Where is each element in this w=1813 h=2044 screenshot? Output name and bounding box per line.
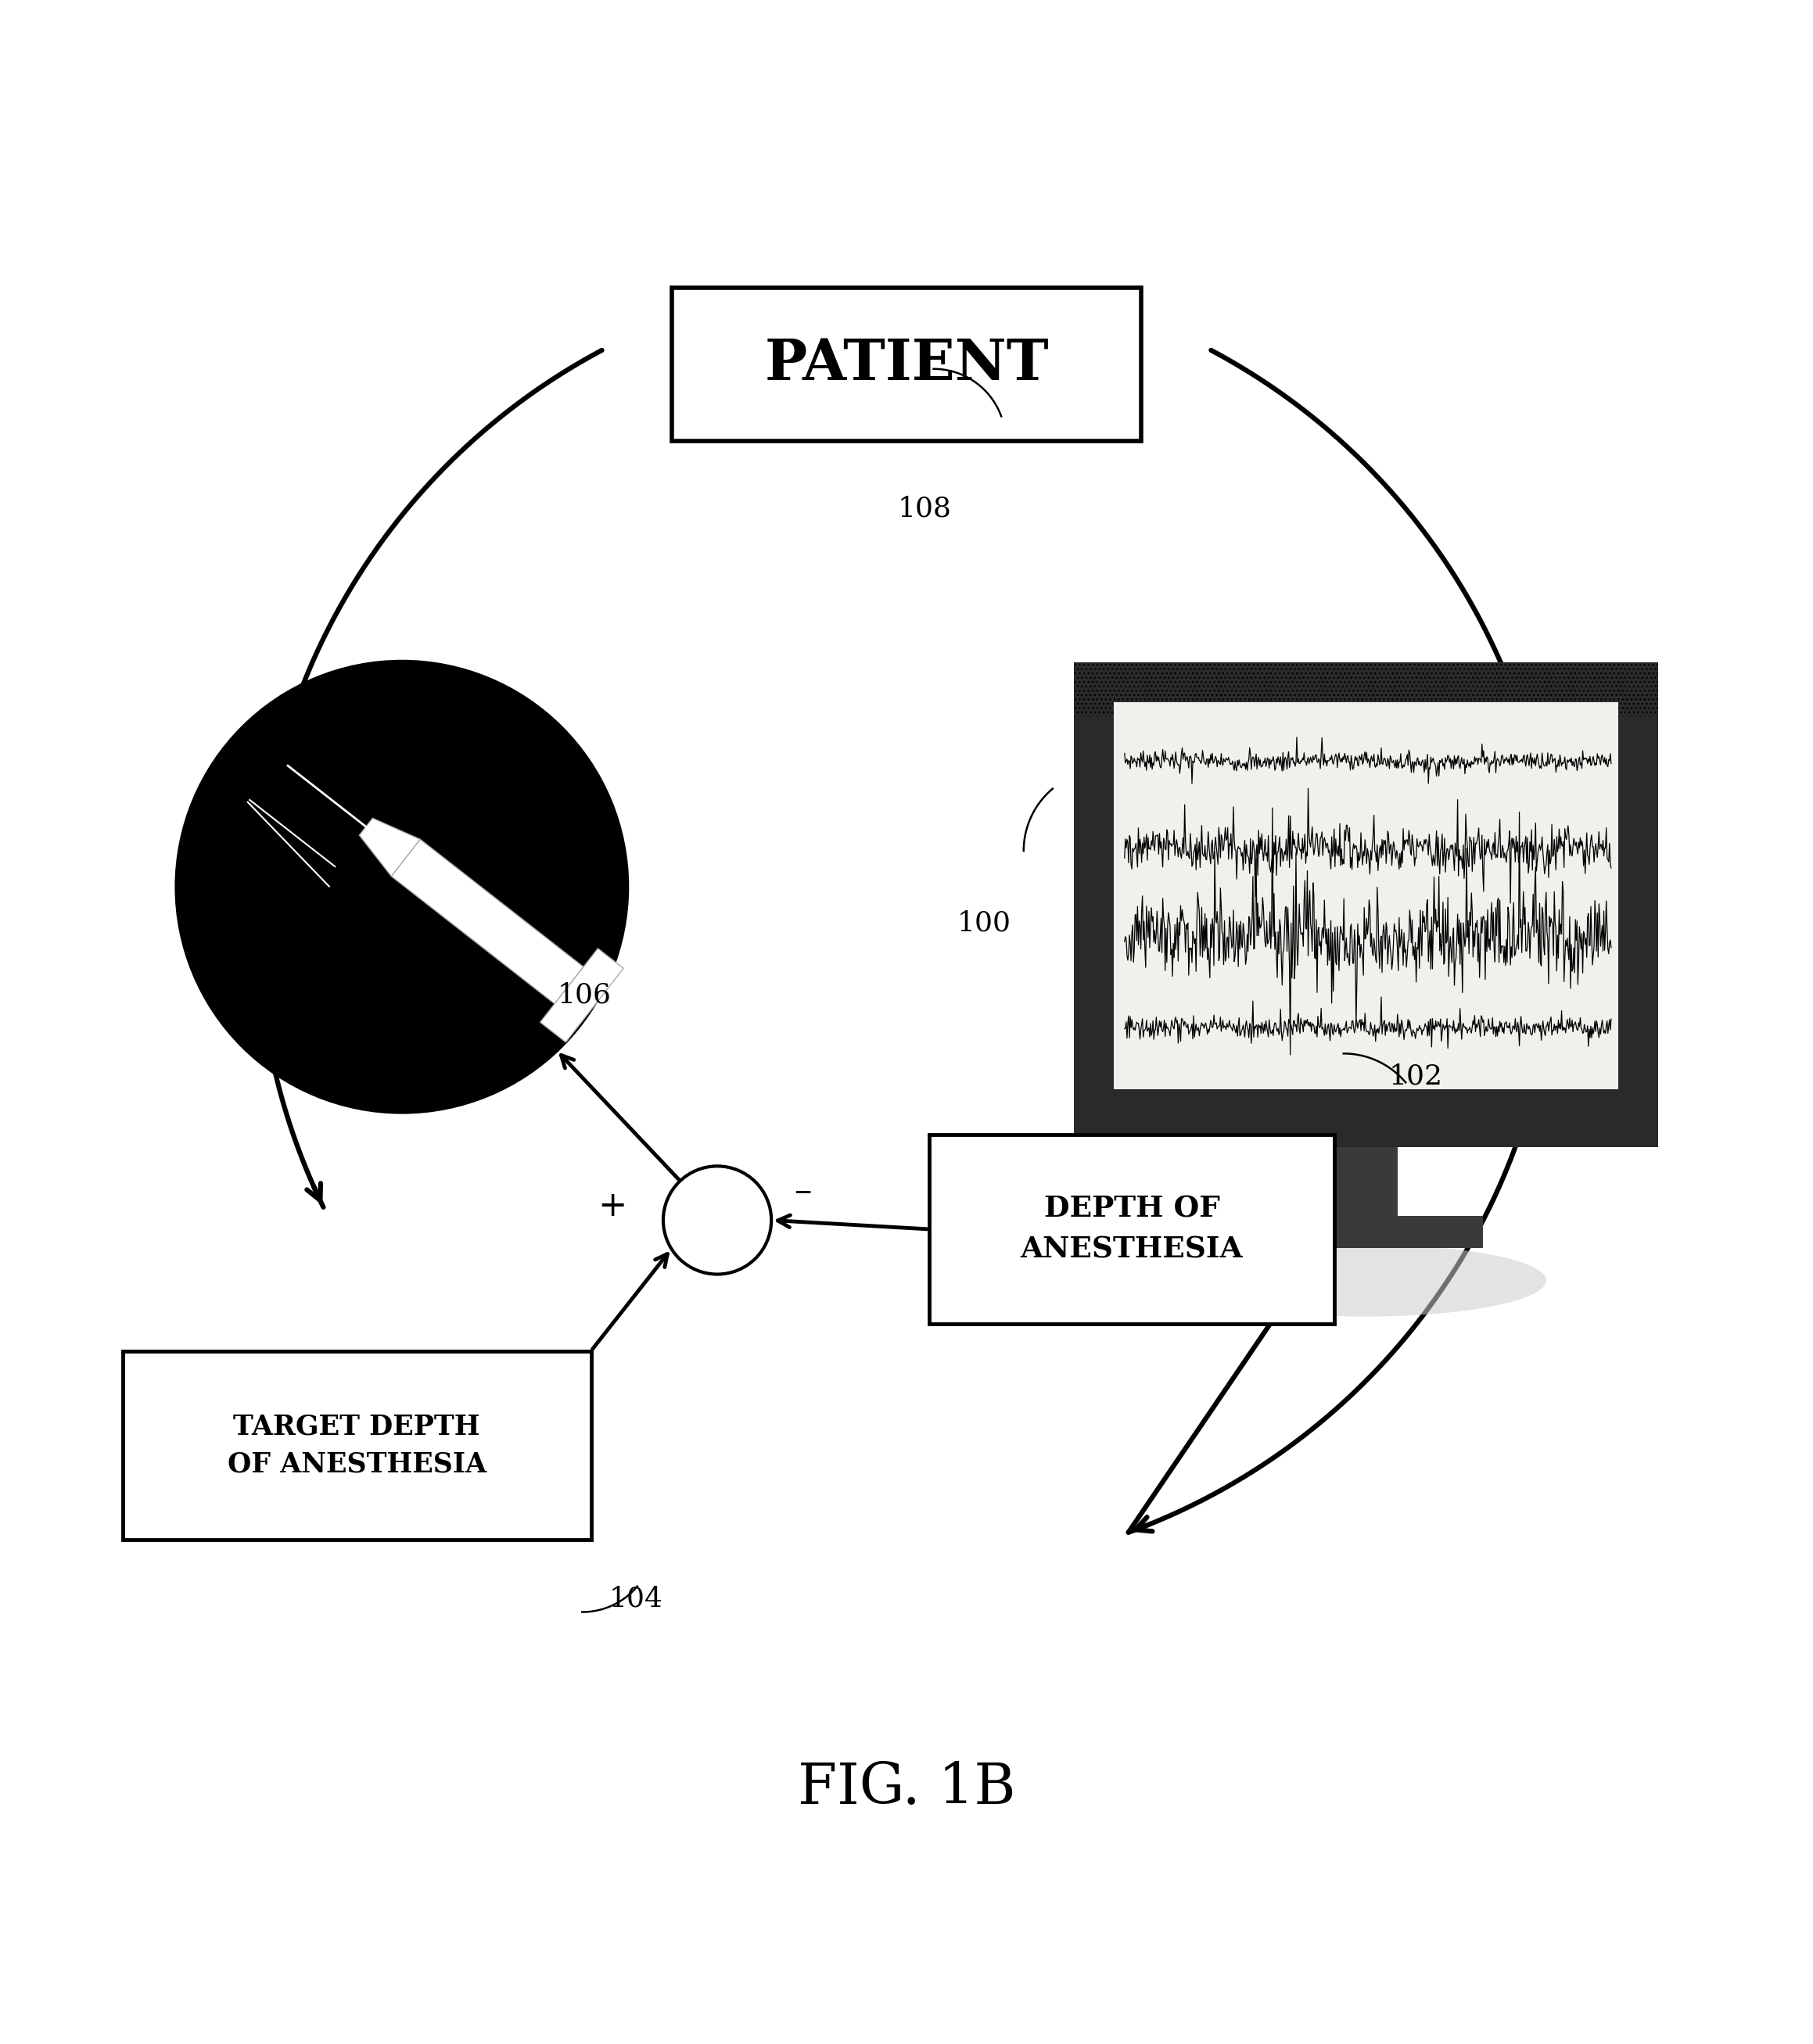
- Bar: [1334, 1147, 1398, 1216]
- Circle shape: [664, 1167, 771, 1273]
- Bar: [123, 1351, 591, 1539]
- Text: FIG. 1B: FIG. 1B: [798, 1760, 1015, 1815]
- Bar: [1249, 1216, 1483, 1249]
- Text: –: –: [796, 1175, 812, 1208]
- Polygon shape: [392, 840, 584, 1004]
- Bar: [1113, 703, 1619, 1089]
- Bar: [673, 288, 1140, 442]
- Bar: [1073, 662, 1659, 717]
- Bar: [928, 1134, 1334, 1325]
- Text: +: +: [598, 1190, 627, 1222]
- Text: 102: 102: [1389, 1063, 1443, 1089]
- Text: 104: 104: [609, 1584, 664, 1611]
- Text: PATIENT: PATIENT: [765, 337, 1048, 392]
- Text: DEPTH OF
ANESTHESIA: DEPTH OF ANESTHESIA: [1021, 1194, 1244, 1263]
- Circle shape: [176, 662, 627, 1112]
- Text: 106: 106: [557, 981, 611, 1008]
- Ellipse shape: [1186, 1245, 1546, 1316]
- Text: 100: 100: [957, 910, 1012, 936]
- Text: TARGET DEPTH
OF ANESTHESIA: TARGET DEPTH OF ANESTHESIA: [227, 1414, 486, 1478]
- Bar: [1073, 662, 1659, 1147]
- Text: 108: 108: [897, 495, 952, 521]
- Polygon shape: [359, 818, 421, 877]
- Polygon shape: [540, 948, 624, 1042]
